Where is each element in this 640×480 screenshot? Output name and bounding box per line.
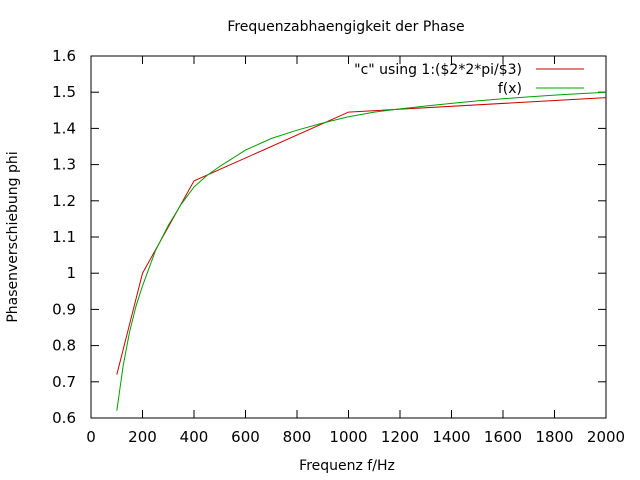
- x-tick-label: 1400: [432, 428, 470, 446]
- y-tick-label: 1.6: [52, 47, 76, 65]
- x-tick-label: 1000: [329, 428, 367, 446]
- x-axis-label: Frequenz f/Hz: [299, 458, 395, 474]
- x-tick-label: 400: [180, 428, 209, 446]
- y-tick-label: 0.6: [52, 409, 76, 427]
- y-tick-label: 1.2: [52, 192, 76, 210]
- y-tick-label: 1.5: [52, 83, 76, 101]
- x-tick-label: 0: [86, 428, 96, 446]
- y-tick-label: 1.1: [52, 228, 76, 246]
- y-tick-label: 0.9: [52, 300, 76, 318]
- series-line-1: [116, 97, 607, 375]
- x-tick-label: 2000: [587, 428, 625, 446]
- y-tick-label: 1.4: [52, 119, 76, 137]
- plot-border: [90, 55, 607, 419]
- x-tick-label: 1800: [535, 428, 573, 446]
- plot-area: 0 200 400 600 800 1000 1200 1400 1600 1800 2000 0.6…: [52, 47, 625, 446]
- x-tick-label: 800: [283, 428, 312, 446]
- y-axis-label: Phasenverschiebung phi: [5, 151, 21, 322]
- series-line-2: [116, 91, 607, 411]
- chart-title: Frequenzabhaengigkeit der Phase: [227, 19, 464, 35]
- y-tick-label: 0.7: [52, 373, 76, 391]
- y-tick-label: 1.3: [52, 156, 76, 174]
- y-tick-label: 1: [66, 264, 76, 282]
- legend-label-2: f(x): [498, 81, 522, 97]
- y-tick-label: 0.8: [52, 337, 76, 355]
- legend-label-1: "c" using 1:($2*2*pi/$3): [354, 62, 522, 78]
- x-tick-label: 1600: [484, 428, 522, 446]
- legend: "c" using 1:($2*2*pi/$3) f(x): [354, 62, 584, 97]
- x-tick-label: 200: [128, 428, 157, 446]
- x-tick-label: 1200: [381, 428, 419, 446]
- x-tick-label: 600: [231, 428, 260, 446]
